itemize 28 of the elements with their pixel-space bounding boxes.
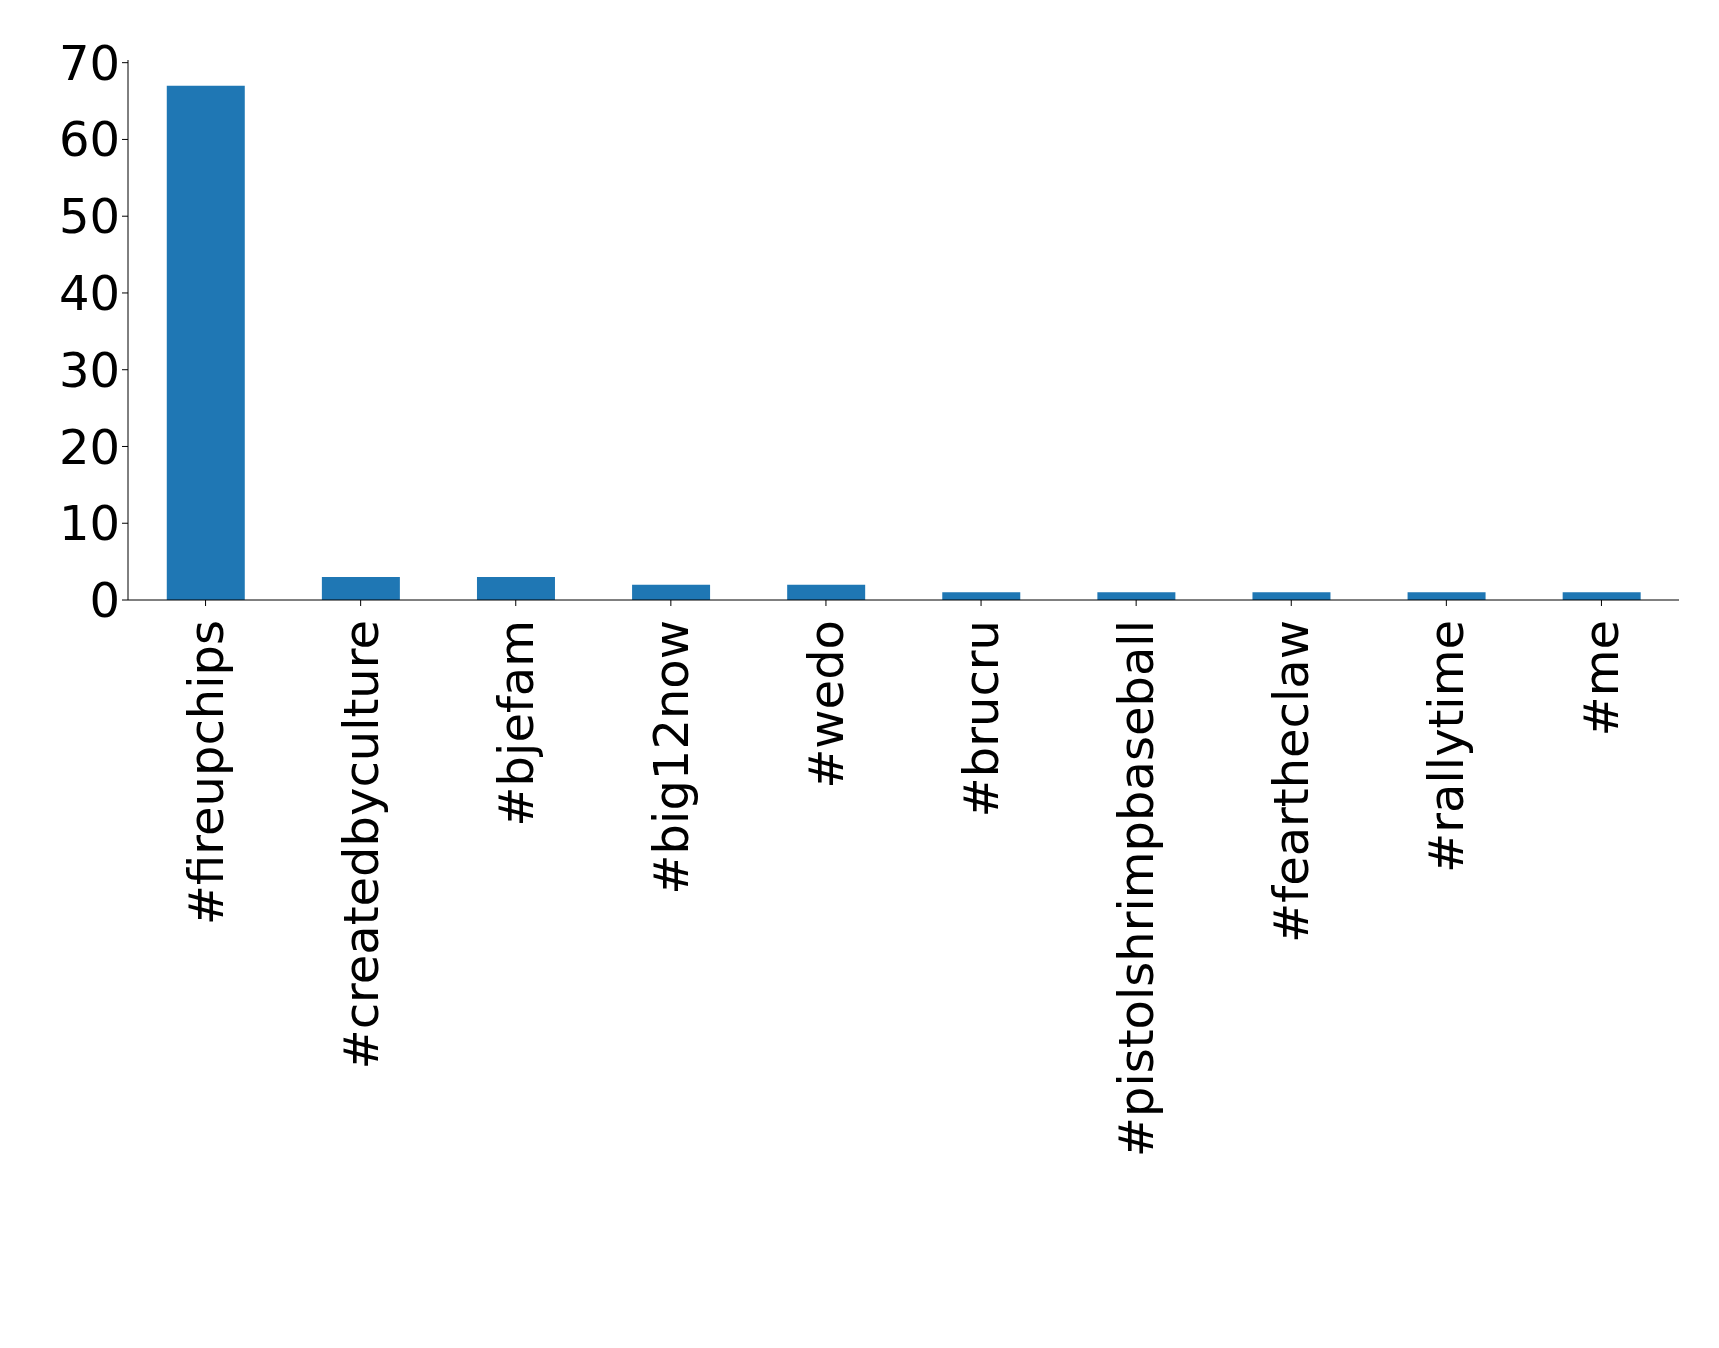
x-tick-label: #big12now xyxy=(642,620,699,895)
bar xyxy=(321,576,400,600)
bar xyxy=(476,576,555,600)
y-tick-label: 50 xyxy=(58,188,120,245)
x-tick-label: #brucru xyxy=(953,620,1010,818)
y-tick-label: 70 xyxy=(58,34,120,91)
bar xyxy=(1097,592,1176,600)
y-tick-label: 30 xyxy=(58,341,120,398)
y-tick-label: 20 xyxy=(58,418,120,475)
x-tick-label: #fireupchips xyxy=(177,620,234,926)
x-tick-label: #feartheclaw xyxy=(1263,620,1320,943)
x-tick-label: #pistolshrimpbaseball xyxy=(1108,620,1165,1158)
x-tick-label: #wedo xyxy=(797,620,854,789)
bar xyxy=(166,85,245,600)
x-tick-label: #createdbyculture xyxy=(332,620,389,1070)
bar xyxy=(942,592,1021,600)
x-tick-label: #bjefam xyxy=(487,620,544,827)
bar xyxy=(1562,592,1641,600)
x-tick-label: #me xyxy=(1573,620,1630,737)
y-tick-label: 60 xyxy=(58,111,120,168)
bar xyxy=(1407,592,1486,600)
y-tick-label: 0 xyxy=(89,572,120,629)
y-tick-label: 40 xyxy=(58,265,120,321)
bar xyxy=(1252,592,1331,600)
x-tick-label: #rallytime xyxy=(1418,620,1475,873)
bar xyxy=(632,584,711,600)
bar xyxy=(787,584,866,600)
y-tick-label: 10 xyxy=(58,495,120,552)
